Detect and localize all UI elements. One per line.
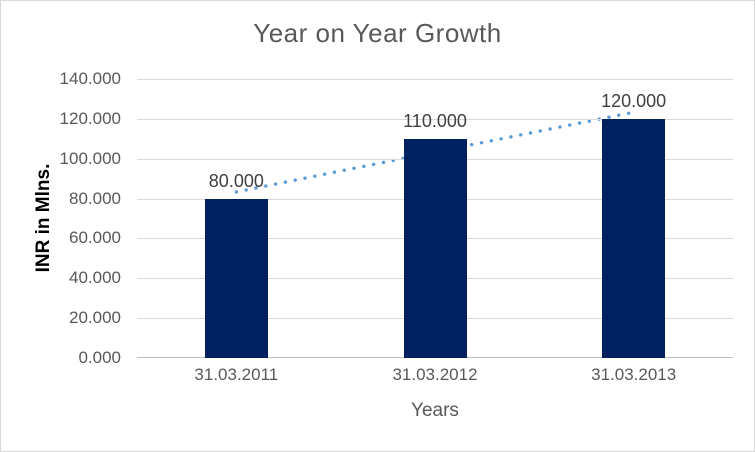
y-tick-label: 140.000	[59, 69, 121, 88]
y-tick-label: 120.000	[59, 108, 121, 128]
y-tick-label: 0.000	[78, 348, 121, 367]
x-tick-label: 31.03.2013	[591, 365, 677, 384]
chart-title: Year on Year Growth	[253, 18, 502, 48]
y-tick-label: 80.000	[69, 188, 121, 208]
bar	[403, 138, 467, 358]
bar	[602, 118, 666, 358]
plot-area: 80.000 110.000 120.000	[137, 79, 733, 358]
data-label: 120.000	[601, 90, 667, 111]
bar	[204, 198, 268, 358]
y-tick-label: 100.000	[59, 148, 121, 168]
x-tick-label: 31.03.2012	[392, 365, 478, 384]
y-tick-label: 40.000	[69, 268, 121, 288]
x-axis-tick-labels: 31.03.2011 31.03.2012 31.03.2013	[137, 365, 733, 387]
y-tick-label: 20.000	[69, 308, 121, 328]
gridline	[137, 79, 733, 80]
x-axis-title: Years	[411, 400, 459, 421]
gridline	[137, 118, 733, 120]
y-axis-tick-labels: 0.000 20.000 40.000 60.000 80.000 100.000 120.…	[1, 69, 121, 367]
data-label: 80.000	[208, 170, 264, 191]
data-label: 110.000	[403, 110, 467, 131]
y-tick-label: 60.000	[69, 228, 121, 248]
x-tick-label: 31.03.2011	[194, 365, 279, 384]
